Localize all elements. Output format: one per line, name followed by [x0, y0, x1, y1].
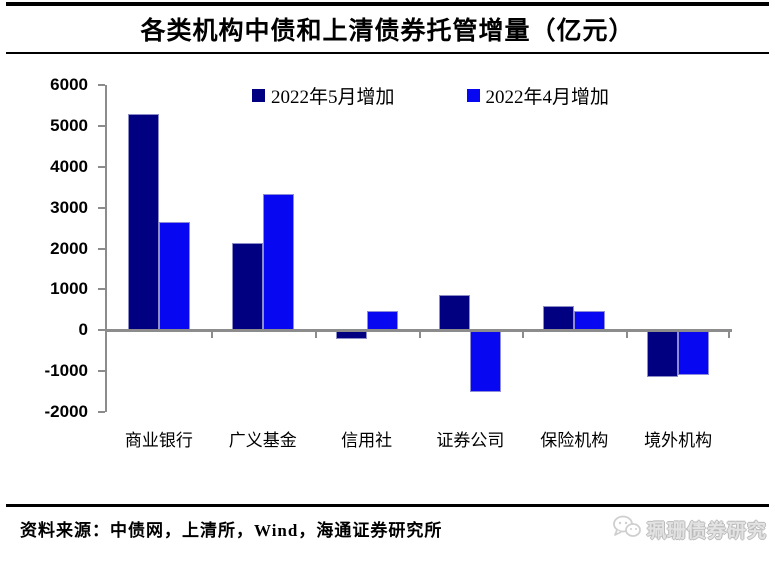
legend-label: 2022年4月增加 — [485, 87, 610, 108]
legend-swatch-icon — [252, 89, 265, 102]
x-axis-zero-line — [105, 329, 732, 333]
bar-apr-2 — [262, 194, 294, 331]
x-axis-tick — [418, 330, 421, 339]
bar-may-1 — [127, 113, 159, 331]
brand-watermark: 珮珊债券研究 — [612, 514, 767, 545]
title-underline-rule — [6, 52, 769, 54]
y-axis-tick-label: 0 — [78, 320, 88, 340]
plot-area — [98, 84, 732, 413]
y-axis-tick-label: 5000 — [50, 115, 88, 135]
x-axis-tick — [522, 330, 525, 339]
y-axis-tick-label: 2000 — [50, 238, 88, 258]
y-axis-tick — [98, 370, 105, 373]
y-axis-tick-label: -1000 — [44, 361, 88, 381]
chart-legend: 2022年5月增加 2022年4月增加 — [252, 82, 609, 109]
y-axis-tick — [98, 411, 105, 413]
bar-may-5 — [543, 305, 575, 331]
legend-item-apr: 2022年4月增加 — [466, 82, 610, 109]
y-axis-tick — [98, 206, 105, 209]
bar-apr-4 — [470, 330, 502, 393]
top-rule — [6, 2, 769, 6]
x-axis-category-label: 广义基金 — [228, 431, 297, 450]
watermark-text: 珮珊债券研究 — [646, 521, 767, 542]
y-axis-tick-label: -2000 — [44, 402, 88, 421]
legend-label: 2022年5月增加 — [271, 87, 395, 108]
bar-apr-6 — [678, 330, 710, 376]
y-axis-tick — [98, 165, 105, 168]
legend-swatch-icon — [466, 89, 480, 102]
x-axis-category-label: 证券公司 — [436, 431, 505, 450]
y-axis-tick-label: 6000 — [50, 75, 88, 94]
y-axis-tick — [98, 124, 105, 127]
x-axis-tick — [314, 330, 317, 339]
y-axis-tick — [98, 329, 105, 332]
y-axis-line — [105, 85, 107, 412]
y-axis-tick — [98, 84, 105, 86]
source-note: 资料来源：中债网，上清所，Wind，海通证券研究所 — [20, 521, 443, 540]
x-axis-category-label: 保险机构 — [540, 431, 609, 450]
chart-title: 各类机构中债和上清债券托管增量（亿元） — [140, 18, 635, 45]
x-axis-tick — [210, 330, 213, 339]
x-axis-tick — [626, 330, 629, 339]
x-axis-labels: 商业银行 广义基金 信用社 证券公司 保险机构 境外机构 — [107, 426, 730, 452]
footer-rule — [6, 504, 769, 507]
x-axis-tick — [728, 330, 730, 339]
y-axis-tick-label: 4000 — [50, 156, 88, 176]
bar-apr-3 — [366, 311, 398, 331]
x-axis-category-label: 信用社 — [341, 431, 393, 450]
x-axis-category-label: 商业银行 — [124, 431, 193, 450]
y-axis-tick-label: 1000 — [50, 279, 88, 299]
legend-item-may: 2022年5月增加 — [252, 82, 395, 109]
y-axis-labels: 6000 5000 4000 3000 2000 1000 0 -1000 -2000 — [0, 75, 96, 421]
x-axis-category-label: 境外机构 — [644, 431, 713, 450]
wechat-chat-bubbles-icon — [612, 514, 642, 545]
y-axis-tick-label: 3000 — [50, 197, 88, 217]
bar-may-4 — [439, 295, 471, 331]
bar-apr-5 — [574, 311, 606, 331]
y-axis-tick — [98, 288, 105, 291]
bar-apr-1 — [158, 221, 190, 331]
y-axis-tick — [98, 247, 105, 250]
bar-may-2 — [231, 243, 263, 331]
bar-may-6 — [647, 330, 679, 377]
